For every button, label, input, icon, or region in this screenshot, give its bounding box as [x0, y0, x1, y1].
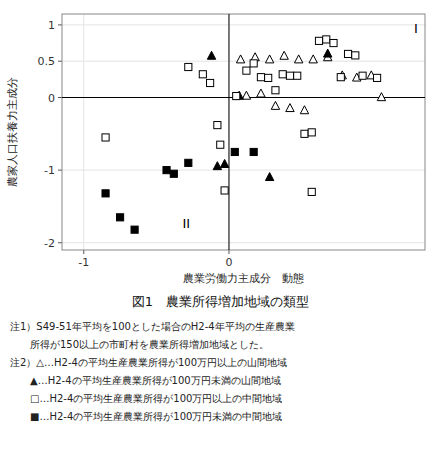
triangle-point	[280, 51, 288, 59]
y-tick-label: 1	[48, 19, 55, 32]
square-point	[217, 141, 224, 148]
points	[102, 36, 386, 233]
square-point	[272, 87, 279, 94]
plot-frame	[62, 14, 425, 250]
square-point	[250, 60, 257, 67]
triangle-point	[220, 159, 228, 167]
square-point	[117, 214, 124, 221]
square-point	[315, 37, 322, 44]
y-grid-line	[62, 170, 425, 171]
square-point	[344, 50, 351, 57]
x-tick-label: -1	[78, 256, 89, 269]
y-tick	[58, 242, 62, 243]
y-grid-line	[62, 242, 425, 243]
y-tick-label: 0	[48, 92, 55, 105]
triangle-point	[236, 55, 244, 63]
square-point	[352, 52, 359, 59]
square-point	[207, 79, 214, 86]
x-tick	[83, 250, 84, 254]
triangle-point	[377, 93, 385, 101]
y-tick	[58, 97, 62, 98]
square-point	[131, 226, 138, 233]
x-tick-label: 0	[225, 256, 232, 269]
y-axis-label: 農家人口扶養力主成分	[6, 77, 19, 187]
note: 注2）△…H2-4の平均生産農業所得が100万円以上の山間地域	[10, 357, 287, 368]
triangle-point	[242, 91, 250, 99]
square-point	[337, 74, 344, 81]
square-point	[185, 63, 192, 70]
square-point	[163, 167, 170, 174]
square-point	[374, 74, 381, 81]
note: □…H2-4の平均生産農業所得が100万円以上の中間地域	[10, 393, 282, 404]
square-point	[257, 74, 264, 81]
triangle-point	[265, 55, 273, 63]
triangle-point	[265, 173, 273, 181]
y-tick	[58, 170, 62, 171]
square-point	[102, 190, 109, 197]
y-tick	[58, 61, 62, 62]
triangle-point	[300, 106, 308, 114]
triangle-point	[286, 104, 294, 112]
chart: -2-100.51-10III農業労働力主成分 動態農家人口扶養力主成分図1 農…	[0, 0, 441, 451]
y-tick-label: 0.5	[38, 55, 56, 68]
quadrant-label: I	[414, 21, 418, 36]
square-point	[308, 188, 315, 195]
square-point	[294, 72, 301, 79]
square-point	[323, 36, 330, 43]
square-point	[170, 170, 177, 177]
y-tick	[58, 24, 62, 25]
square-point	[250, 148, 257, 155]
square-point	[233, 92, 240, 99]
x-grid-line	[228, 14, 229, 250]
square-point	[214, 122, 221, 129]
square-point	[279, 71, 286, 78]
x-grid-line	[83, 14, 84, 250]
zero-line-vertical	[228, 14, 229, 250]
x-tick	[228, 250, 229, 254]
square-point	[243, 67, 250, 74]
note: ■…H2-4の平均生産農業所得が100万円未満の中間地域	[10, 411, 282, 422]
square-point	[308, 129, 315, 136]
quadrant-label: II	[183, 216, 191, 231]
square-point	[231, 148, 238, 155]
square-point	[221, 187, 228, 194]
square-point	[330, 39, 337, 46]
grid	[58, 14, 425, 254]
y-tick-label: -2	[44, 237, 55, 250]
triangle-point	[271, 101, 279, 109]
triangle-point	[294, 55, 302, 63]
square-point	[301, 130, 308, 137]
triangle-point	[207, 51, 215, 59]
square-point	[265, 74, 272, 81]
triangle-point	[257, 89, 265, 97]
y-tick-label: -1	[44, 164, 55, 177]
note: 所得が150以上の市町村を農業所得増加地域とした。	[10, 339, 269, 350]
note: ▲…H2-4の平均生産農業所得が100万円未満の山間地域	[10, 375, 281, 386]
square-point	[185, 159, 192, 166]
y-grid-line	[62, 24, 425, 25]
title: 図1 農業所得増加地域の類型	[132, 294, 309, 309]
triangle-point	[213, 162, 221, 170]
square-point	[359, 72, 366, 79]
square-point	[199, 71, 206, 78]
square-point	[286, 72, 293, 79]
x-axis-label: 農業労働力主成分 動態	[183, 272, 304, 285]
triangle-point	[309, 55, 317, 63]
note: 注1）S49-51年平均を100とした場合のH2-4年平均の生産農業	[10, 321, 295, 332]
square-point	[102, 134, 109, 141]
triangle-point	[324, 49, 332, 57]
